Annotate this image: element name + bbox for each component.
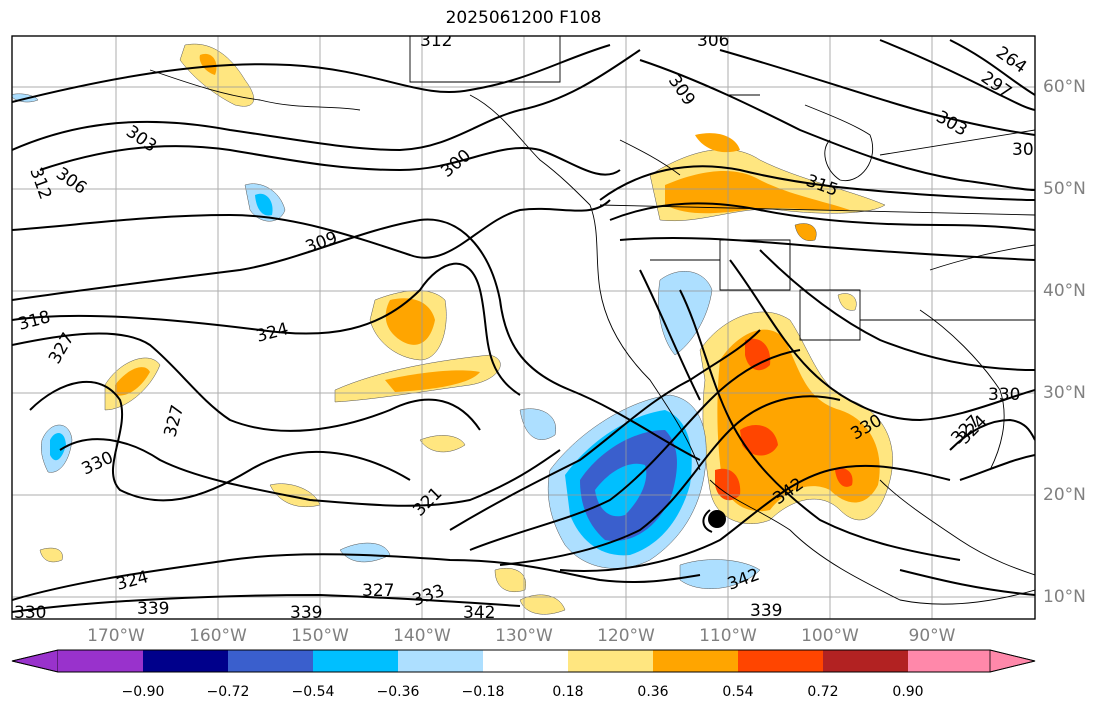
lat-label: 20°N — [1043, 485, 1086, 505]
contour-label: 30 — [1012, 140, 1034, 160]
lat-label: 50°N — [1043, 179, 1086, 199]
contour-label: 339 — [750, 601, 782, 621]
contour-label: 327 — [362, 581, 394, 601]
lon-label: 90°W — [908, 626, 956, 646]
coastlines — [149, 36, 1035, 605]
colorbar-segment — [823, 650, 908, 672]
map-title: 2025061200 F108 — [445, 8, 602, 28]
colorbar-segment — [228, 650, 313, 672]
colorbar-tick: −0.72 — [206, 684, 250, 700]
contour-label: 339 — [137, 599, 169, 619]
colorbar-segment — [313, 650, 398, 672]
colorbar-segment — [58, 650, 143, 672]
colorbar-tick: 0.54 — [722, 684, 754, 700]
colorbar-tick: 0.72 — [807, 684, 839, 700]
contour-label: 330 — [14, 603, 46, 623]
lon-label: 170°W — [87, 626, 145, 646]
colorbar-extend-high — [989, 649, 1036, 673]
colorbar-tick: −0.90 — [121, 684, 165, 700]
geopotential-contours — [12, 39, 1035, 613]
lon-label: 160°W — [189, 626, 247, 646]
colorbar — [11, 649, 1036, 673]
lon-label: 100°W — [801, 626, 859, 646]
lon-label: 150°W — [291, 626, 349, 646]
contour-label: 339 — [290, 603, 322, 623]
colorbar-tick: −0.54 — [291, 684, 335, 700]
colorbar-segment — [143, 650, 228, 672]
lat-label: 40°N — [1043, 281, 1086, 301]
lat-label: 10°N — [1043, 587, 1086, 607]
contour-label: 306 — [697, 31, 729, 51]
graticule — [12, 36, 1035, 619]
lat-label: 60°N — [1043, 77, 1086, 97]
colorbar-tick: 0.18 — [552, 684, 584, 700]
colorbar-tick: −0.36 — [376, 684, 420, 700]
colorbar-segment — [483, 650, 568, 672]
contour-label: 330 — [988, 385, 1020, 405]
colorbar-tick: 0.36 — [637, 684, 669, 700]
lon-label: 130°W — [495, 626, 553, 646]
colorbar-segment — [568, 650, 653, 672]
colorbar-tick: 0.90 — [892, 684, 924, 700]
contour-label: 312 — [420, 31, 452, 51]
colorbar-extend-low — [11, 649, 59, 673]
lat-label: 30°N — [1043, 383, 1086, 403]
lon-label: 120°W — [597, 626, 655, 646]
lon-label: 140°W — [393, 626, 451, 646]
colorbar-segment — [908, 650, 990, 672]
colorbar-tick: −0.18 — [461, 684, 505, 700]
colorbar-segment — [653, 650, 738, 672]
colorbar-segment — [738, 650, 823, 672]
storm-center-marker — [708, 510, 726, 528]
colorbar-segment — [398, 650, 483, 672]
contour-label: 342 — [463, 603, 495, 623]
lon-label: 110°W — [699, 626, 757, 646]
